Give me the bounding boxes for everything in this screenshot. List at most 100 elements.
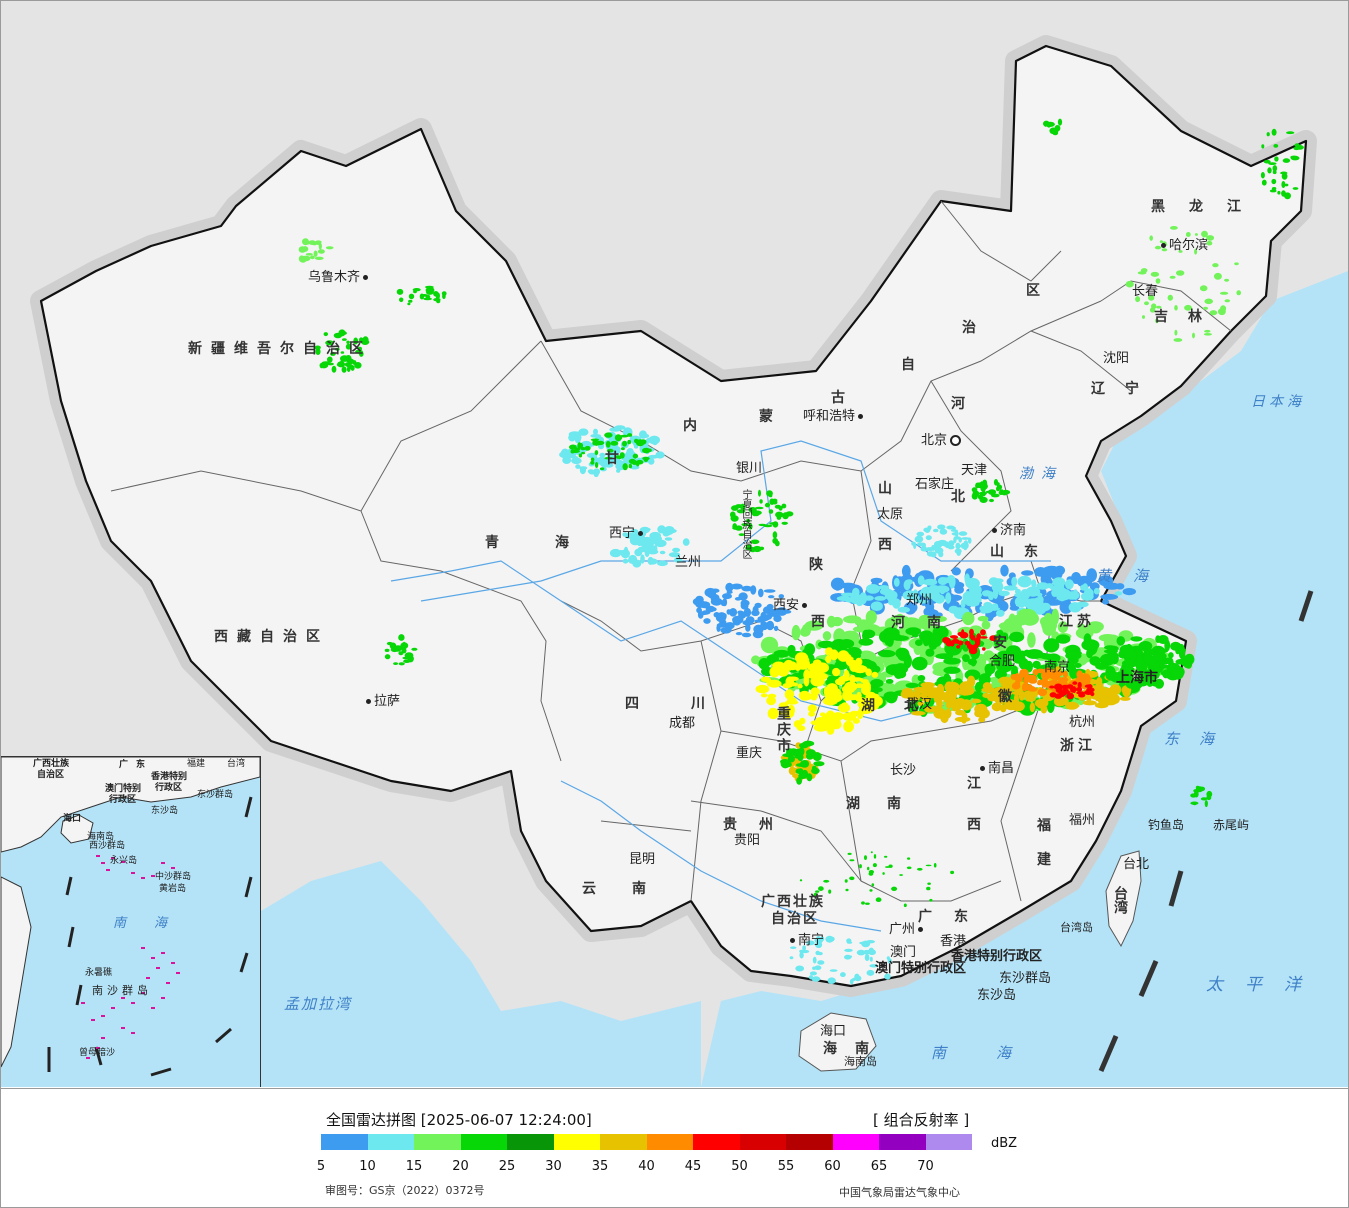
province-label: 徽 <box>998 689 1021 705</box>
radar-echo <box>983 650 995 661</box>
radar-echo <box>995 482 1000 486</box>
radar-echo <box>906 866 912 870</box>
map-area[interactable]: 新疆维吾尔自治区 西藏自治区 青海 甘 内 蒙 古 自 治 区 黑龙江 吉林 辽… <box>1 1 1348 1087</box>
radar-echo <box>921 696 932 703</box>
radar-echo <box>590 460 595 465</box>
radar-echo <box>1271 178 1277 185</box>
radar-echo <box>1122 588 1137 596</box>
province-label: 贵州 <box>723 817 795 833</box>
radar-echo <box>595 456 608 465</box>
color-swatch <box>600 1134 647 1150</box>
radar-echo <box>895 647 910 659</box>
radar-echo <box>1054 565 1066 576</box>
city-label: 昆明 <box>629 852 656 867</box>
radar-echo <box>773 649 790 658</box>
radar-echo <box>1206 240 1213 246</box>
radar-echo <box>1066 660 1075 673</box>
radar-echo <box>1018 690 1025 701</box>
radar-echo <box>766 620 775 631</box>
radar-echo <box>946 698 959 707</box>
radar-echo <box>927 601 935 613</box>
radar-echo <box>317 249 325 254</box>
city-label: 拉萨 <box>363 695 400 708</box>
radar-echo <box>758 588 764 598</box>
radar-echo <box>766 696 776 706</box>
radar-echo <box>720 627 732 634</box>
radar-echo <box>893 577 900 587</box>
city-label: 沈阳 <box>1103 351 1130 366</box>
radar-echo <box>891 886 898 891</box>
radar-echo <box>1184 304 1192 311</box>
radar-echo <box>944 684 952 690</box>
radar-echo <box>732 615 744 624</box>
radar-echo <box>1135 660 1148 672</box>
island-mark <box>121 1027 125 1029</box>
radar-echo <box>352 360 357 365</box>
radar-echo <box>1066 692 1075 700</box>
island-mark <box>146 977 150 979</box>
radar-echo <box>1040 567 1055 578</box>
radar-echo <box>804 620 824 631</box>
province-label: 内 <box>683 418 706 434</box>
radar-echo <box>1065 579 1074 590</box>
radar-echo <box>839 639 855 649</box>
scale-tick-label: 30 <box>545 1159 562 1174</box>
province-label: 浙江 <box>1060 738 1096 754</box>
radar-echo <box>420 294 429 297</box>
inset-hainan <box>60 814 94 844</box>
island-mark <box>121 861 125 863</box>
review-number: 审图号：GS京（2022）0372号 <box>325 1184 485 1197</box>
radar-echo <box>1206 235 1215 241</box>
radar-echo <box>1040 653 1056 660</box>
radar-echo <box>697 611 704 619</box>
radar-echo <box>1266 132 1270 137</box>
radar-echo <box>781 521 788 525</box>
radar-echo <box>874 596 887 601</box>
radar-echo <box>584 445 591 451</box>
radar-echo <box>852 665 868 674</box>
radar-echo <box>408 293 415 300</box>
radar-echo <box>668 552 681 558</box>
radar-echo <box>931 544 936 551</box>
radar-echo <box>1149 235 1153 241</box>
radar-echo <box>826 725 835 735</box>
radar-echo <box>1282 158 1291 163</box>
radar-echo <box>1009 631 1025 643</box>
radar-echo <box>1284 183 1289 187</box>
radar-echo <box>926 886 931 891</box>
radar-echo <box>1261 144 1265 149</box>
south-china-sea-inset: 广西壮族 自治区 广东 福建 台湾 香港特别 行政区 澳门特别 行政区 东沙群岛… <box>1 756 261 1087</box>
radar-echo <box>1213 272 1222 280</box>
radar-echo <box>985 668 993 677</box>
radar-echo <box>780 670 788 676</box>
radar-echo <box>935 653 954 660</box>
radar-echo <box>1037 681 1042 686</box>
radar-echo <box>384 654 391 660</box>
radar-echo <box>1055 634 1071 644</box>
radar-echo <box>760 693 768 698</box>
radar-echo <box>927 882 931 885</box>
radar-echo <box>796 657 810 670</box>
radar-echo <box>331 365 337 373</box>
scale-tick-label: 15 <box>405 1159 423 1174</box>
radar-echo <box>1130 645 1144 651</box>
radar-echo <box>817 640 835 649</box>
color-swatch <box>460 1134 507 1150</box>
radar-echo <box>850 677 864 682</box>
radar-echo <box>929 898 933 902</box>
radar-echo <box>954 717 967 722</box>
radar-echo <box>1116 636 1126 646</box>
province-label: 河南 <box>891 615 963 631</box>
radar-echo <box>795 763 807 767</box>
radar-echo <box>1007 687 1013 696</box>
radar-echo <box>1072 681 1078 685</box>
radar-echo <box>1145 671 1153 679</box>
inset-label: 澳门特别 <box>105 784 142 794</box>
radar-echo <box>931 591 941 602</box>
inset-label: 广西壮族 <box>33 759 70 769</box>
inset-label: 东沙岛 <box>151 806 179 816</box>
radar-echo <box>606 448 614 453</box>
radar-echo <box>314 345 321 350</box>
radar-echo <box>936 698 943 709</box>
radar-echo <box>775 511 784 518</box>
